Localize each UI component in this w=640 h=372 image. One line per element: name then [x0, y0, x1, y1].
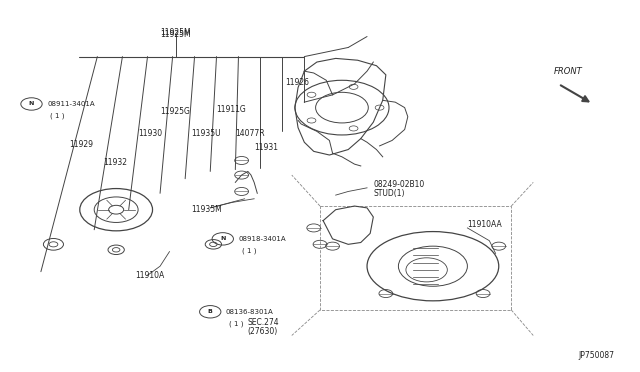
Text: (27630): (27630) [248, 327, 278, 336]
Text: ( 1 ): ( 1 ) [242, 247, 256, 254]
Text: FRONT: FRONT [554, 67, 582, 76]
Text: N: N [29, 102, 34, 106]
Text: STUD(1): STUD(1) [373, 189, 405, 198]
Text: 08136-8301A: 08136-8301A [226, 309, 274, 315]
Text: 14077R: 14077R [236, 129, 265, 138]
Text: 11925M: 11925M [161, 30, 191, 39]
Text: 11935M: 11935M [191, 205, 222, 214]
Text: 08249-02B10: 08249-02B10 [373, 180, 424, 189]
Text: 11930: 11930 [138, 129, 162, 138]
Text: B: B [208, 309, 212, 314]
Text: ( 1 ): ( 1 ) [229, 320, 244, 327]
Text: 11911G: 11911G [216, 105, 246, 114]
Text: N: N [220, 236, 225, 241]
Text: 11932: 11932 [104, 158, 127, 167]
Text: SEC.274: SEC.274 [248, 318, 280, 327]
Text: 08918-3401A: 08918-3401A [239, 236, 286, 242]
Text: 11931: 11931 [254, 143, 278, 152]
Text: 11925M: 11925M [161, 28, 191, 37]
Text: 11910A: 11910A [135, 271, 164, 280]
Text: 11910AA: 11910AA [467, 220, 502, 229]
Text: 11925G: 11925G [160, 107, 190, 116]
Text: 11929: 11929 [69, 140, 93, 148]
Text: 11926: 11926 [285, 78, 310, 87]
Bar [320, 206, 511, 310]
Text: 11935U: 11935U [191, 129, 221, 138]
Text: JP750087: JP750087 [579, 351, 615, 360]
Text: ( 1 ): ( 1 ) [51, 112, 65, 119]
Text: 08911-3401A: 08911-3401A [47, 101, 95, 107]
